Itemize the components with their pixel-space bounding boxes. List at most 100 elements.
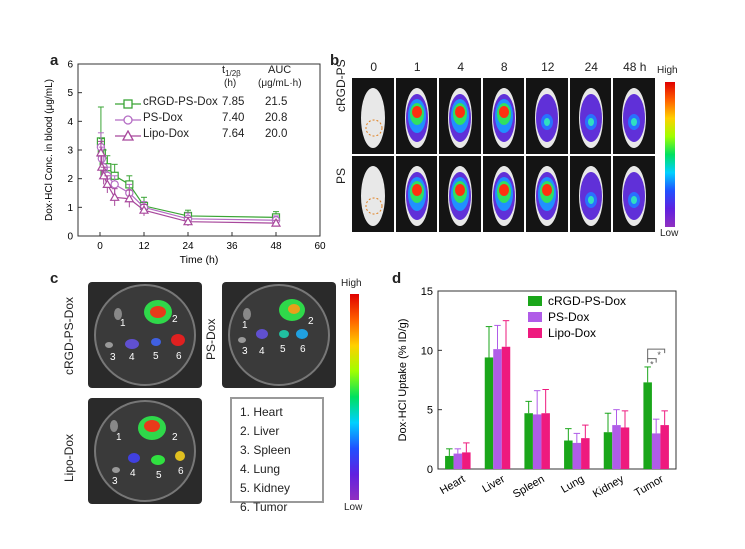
bar xyxy=(660,425,669,469)
plot-frame xyxy=(77,63,321,237)
bar xyxy=(501,346,511,469)
pk-row: Lipo-Dox 7.64 20.0 xyxy=(115,128,330,144)
colorbar-high-label: High xyxy=(657,65,678,76)
row-label-crgd-ps: cRGD-PS xyxy=(334,59,348,112)
bar xyxy=(620,427,630,469)
pk-row: cRGD-PS-Dox 7.85 21.5 xyxy=(115,96,330,112)
svg-text:3: 3 xyxy=(242,346,248,357)
significance-bracket xyxy=(647,348,666,360)
svg-text:5: 5 xyxy=(156,470,162,481)
organ-legend-item: 5. Kidney xyxy=(240,481,291,495)
svg-text:1: 1 xyxy=(242,320,248,331)
svg-text:5: 5 xyxy=(280,344,286,355)
x-tick-label: Spleen xyxy=(511,473,547,501)
timepoint-label: 12 xyxy=(541,60,555,74)
x-axis-label: Time (h) xyxy=(180,254,219,265)
organ-legend: 1. Heart 2. Liver 3. Spleen 4. Lung 5. K… xyxy=(230,397,324,514)
mouse-image-cell xyxy=(569,78,611,154)
data-point xyxy=(270,217,282,227)
y-tick-label: 3 xyxy=(67,146,73,157)
bar xyxy=(603,432,613,469)
bar xyxy=(453,453,463,469)
x-tick-label: 12 xyxy=(138,241,150,252)
panel-label-c: c xyxy=(50,270,59,287)
biodistribution-bar-chart: 0 5 10 15 Dox·HCl Uptake (% ID/g) Heart Liver S… xyxy=(397,286,677,501)
mouse-image-cell xyxy=(352,78,394,154)
timepoint-label: 48 h xyxy=(623,60,647,74)
bar xyxy=(445,455,454,469)
timepoint-label: 24 xyxy=(584,60,598,74)
mouse-image-cell xyxy=(526,78,568,154)
pk-row-name: PS-Dox xyxy=(143,112,183,124)
colorbar-c-high-label: High xyxy=(341,278,362,289)
x-tick-label: 0 xyxy=(97,241,103,252)
legend-swatch xyxy=(528,328,542,338)
pk-table-rows: cRGD-PS-Dox 7.85 21.5 PS-Dox 7.40 20.8 L… xyxy=(115,96,330,144)
series-lipo-dox xyxy=(95,140,282,227)
x-tick-label: Liver xyxy=(480,473,507,495)
t-symbol: t xyxy=(222,64,226,76)
legend-label: cRGD-PS-Dox xyxy=(548,294,626,308)
x-tick-label: Tumor xyxy=(632,473,665,499)
data-point xyxy=(124,193,135,203)
data-point xyxy=(138,204,150,214)
label-crgd-ps-dox: cRGD-PS-Dox xyxy=(62,296,76,375)
pk-table-auc-unit: (μg/mL·h) xyxy=(258,78,302,89)
y-tick-label: 5 xyxy=(427,405,433,417)
mouse-image-cell xyxy=(569,156,611,232)
x-tick-label: 24 xyxy=(182,241,194,252)
svg-text:4: 4 xyxy=(130,468,136,479)
pk-row-t: 7.85 xyxy=(222,96,245,108)
timepoint-label: 0 xyxy=(370,60,378,74)
svg-text:2: 2 xyxy=(172,432,178,443)
bar xyxy=(493,349,502,469)
data-point xyxy=(110,180,119,189)
bar xyxy=(581,438,590,469)
mouse-image-cell xyxy=(482,156,524,232)
bar xyxy=(532,414,542,469)
svg-text:4: 4 xyxy=(129,352,135,363)
y-tick-label: 2 xyxy=(67,174,73,185)
data-point xyxy=(102,179,113,188)
y-tick-label: 0 xyxy=(67,232,73,243)
square-marker-icon xyxy=(115,99,141,109)
bar xyxy=(484,357,494,469)
mouse-image-cell xyxy=(395,156,437,232)
t-subscript: 1/2β xyxy=(225,69,241,79)
legend-swatch xyxy=(528,312,542,322)
bar xyxy=(651,433,661,469)
in-vivo-imaging-panel: 0 1 4 8 12 24 48 h cRGD-PS PS High Low xyxy=(330,59,678,260)
timepoint-label: 1 xyxy=(413,60,421,74)
mouse-image-cell xyxy=(482,78,524,154)
mouse-image-cell xyxy=(395,78,437,154)
panel-label-a: a xyxy=(50,52,59,69)
bar xyxy=(462,452,471,469)
panel-label-b: b xyxy=(330,52,340,69)
legend-swatch xyxy=(528,296,542,306)
y-tick-label: 0 xyxy=(427,464,433,476)
legend-label: Lipo-Dox xyxy=(548,326,596,340)
x-tick-label: 60 xyxy=(314,241,326,252)
x-tick-label: 36 xyxy=(226,241,238,252)
mouse-image-cell xyxy=(439,156,481,232)
x-tick-label: Heart xyxy=(438,473,467,497)
organ-legend-item: 2. Liver xyxy=(240,424,280,438)
organ-legend-item: 6. Tumor xyxy=(240,500,288,514)
organ-legend-item: 4. Lung xyxy=(240,462,281,476)
svg-text:6: 6 xyxy=(176,351,182,362)
pk-row-t: 7.40 xyxy=(222,112,245,124)
mouse-image-cell xyxy=(613,156,655,232)
bar xyxy=(564,440,573,469)
colorbar-c-low-label: Low xyxy=(344,502,363,513)
legend-label: PS-Dox xyxy=(548,310,589,324)
pk-row-name: cRGD-PS-Dox xyxy=(143,96,218,108)
y-tick-label: 5 xyxy=(67,88,73,99)
pk-table-t-unit: (h) xyxy=(224,78,237,89)
data-point xyxy=(182,216,194,226)
label-lipo-dox: Lipo-Dox xyxy=(62,433,76,482)
colorbar-low-label: Low xyxy=(660,228,679,239)
y-axis-label: Dox·HCl Conc. in blood (μg/mL) xyxy=(44,79,55,221)
x-tick-label: 48 xyxy=(270,241,282,252)
